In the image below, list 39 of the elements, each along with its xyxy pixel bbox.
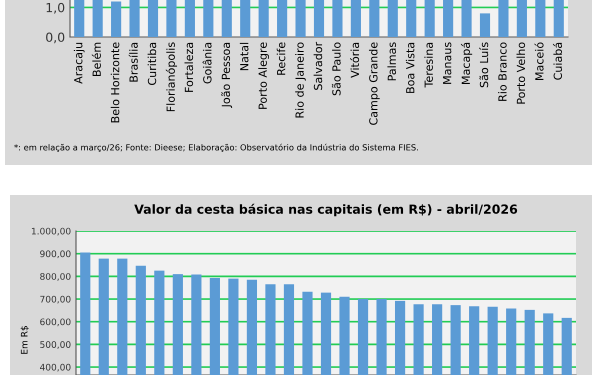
x-tick-label: Natal	[240, 42, 248, 70]
y-tick-label: 500,00	[40, 341, 71, 349]
x-tick-label: Goiânia	[202, 42, 212, 84]
x-tick-label: São Luís	[479, 42, 488, 88]
text: *: em relação a março/26; Fonte: Dieese; Elaboração: Observatório da Indústria do Sistema FIES.	[14, 144, 418, 152]
y-axis-title: Em R$	[20, 326, 29, 354]
y-tick-label: 600,00	[40, 318, 71, 326]
y-tick-label: 0,0	[46, 32, 64, 44]
x-tick-label: Vitória	[350, 42, 360, 78]
x-tick-label: João Pessoa	[221, 42, 232, 108]
chart-title: Valor da cesta básica nas capitais (em R$) - abril/2026	[134, 204, 518, 216]
x-tick-label: Cuiabá	[552, 42, 562, 80]
x-tick-label: Fortaleza	[184, 42, 194, 92]
x-tick-label: Maceió	[534, 42, 544, 80]
y-tick-label: 1.000,00	[32, 228, 71, 236]
y-tick-label: 700,00	[40, 296, 71, 304]
x-tick-label: São Paulo	[332, 42, 341, 96]
y-tick-label: 1,0	[46, 2, 64, 14]
x-tick-label: Porto Alegre	[258, 42, 270, 109]
x-tick-label: Belo Horizonte	[110, 42, 120, 122]
x-tick-label: Palmas	[387, 42, 396, 80]
x-tick-label: Boa Vista	[406, 42, 414, 93]
y-tick-label: 400,00	[40, 364, 71, 372]
x-tick-label: Florianópolis	[166, 42, 178, 112]
x-tick-label: Campo Grande	[368, 42, 380, 125]
x-tick-label: Teresina	[424, 42, 433, 88]
x-tick-label: Rio Branco	[498, 42, 507, 101]
x-tick-label: Macapá	[460, 42, 472, 84]
x-tick-label: Recife	[276, 42, 286, 75]
y-tick-label: 900,00	[40, 250, 71, 258]
x-tick-label: Aracaju	[74, 42, 85, 84]
x-tick-label: Curitiba	[148, 42, 156, 85]
x-tick-label: Brasília	[128, 42, 138, 82]
x-tick-label: Salvador	[314, 42, 322, 90]
x-tick-label: Porto Velho	[516, 42, 526, 104]
x-tick-label: Manaus	[443, 42, 452, 84]
y-tick-label: 800,00	[40, 273, 71, 281]
x-tick-label: Rio de Janeiro	[295, 42, 306, 118]
x-tick-label: Belém	[92, 42, 101, 76]
